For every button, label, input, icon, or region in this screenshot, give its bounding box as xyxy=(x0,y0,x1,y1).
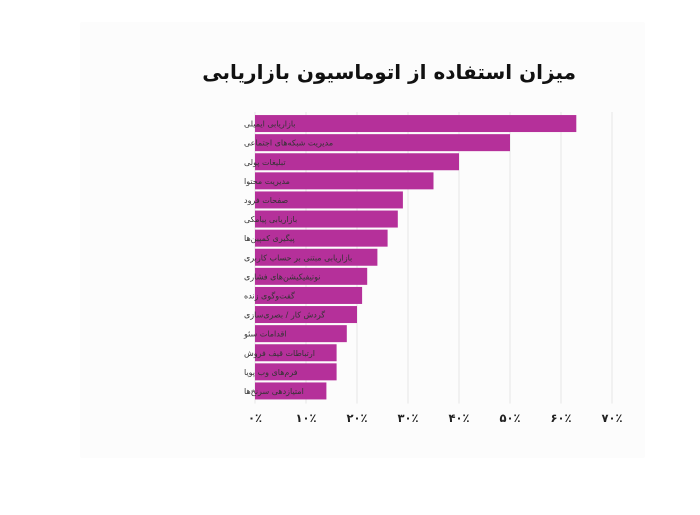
category-label: اقدامات سئو xyxy=(243,330,287,339)
bar xyxy=(255,229,388,247)
x-tick-label: ۷۰٪ xyxy=(601,411,622,425)
category-label: ارتباطات قیف فروش xyxy=(244,349,315,358)
x-tick-label: ۴۰٪ xyxy=(448,411,469,425)
bar xyxy=(255,325,347,343)
x-tick-label: ۶۰٪ xyxy=(550,411,571,425)
bar xyxy=(255,210,398,228)
x-tick-label: ۵۰٪ xyxy=(499,411,520,425)
bar xyxy=(255,134,510,152)
x-tick-label: ۱۰٪ xyxy=(295,411,316,425)
bar xyxy=(255,267,368,285)
category-label: مدیریت محتوا xyxy=(244,177,290,186)
category-label: مدیریت شبکه‌های اجتماعی xyxy=(244,139,333,148)
category-label: تبلیغات پولی xyxy=(244,158,286,167)
x-tick-label: ۲۰٪ xyxy=(346,411,367,425)
category-label: امتیازدهی سرنخ‌ها xyxy=(244,387,304,396)
bar xyxy=(255,344,337,362)
category-label: صفحات فرود xyxy=(244,196,288,205)
x-tick-label: ۳۰٪ xyxy=(397,411,418,425)
category-label: نوتیفیکیشن‌های فشاری xyxy=(244,272,321,281)
bar xyxy=(255,172,434,190)
category-label: بازاریابی مبتنی بر حساب کاربری xyxy=(244,253,352,262)
bars xyxy=(255,115,577,400)
category-label: پیگیری کمپین‌ها xyxy=(244,233,295,243)
bar xyxy=(255,306,357,324)
category-labels: بازاریابی ایمیلی مدیریت شبکه‌های اجتماعی ت… xyxy=(243,120,352,396)
x-tick-label: ۰٪ xyxy=(248,411,262,425)
bar xyxy=(255,191,403,209)
category-label: بازاریابی ایمیلی xyxy=(244,120,296,129)
chart-title: میزان استفاده از اتوماسیون بازاریابی xyxy=(202,60,576,84)
bar xyxy=(255,363,337,381)
category-label: بازاریابی پیامکی xyxy=(244,215,297,224)
category-label: فرم‌های وب پویا xyxy=(244,368,298,377)
bar xyxy=(255,248,378,266)
bar xyxy=(255,286,363,304)
bar xyxy=(255,115,577,133)
bar xyxy=(255,382,327,400)
x-tick-labels: ۰٪ ۱۰٪ ۲۰٪ ۳۰٪ ۴۰٪ ۵۰٪ ۶۰٪ ۷۰٪ xyxy=(248,411,623,425)
category-label: گردش کار / بصری‌سازی xyxy=(244,310,325,320)
category-label: گفت‌وگوی زنده xyxy=(244,290,295,300)
bar xyxy=(255,153,459,171)
